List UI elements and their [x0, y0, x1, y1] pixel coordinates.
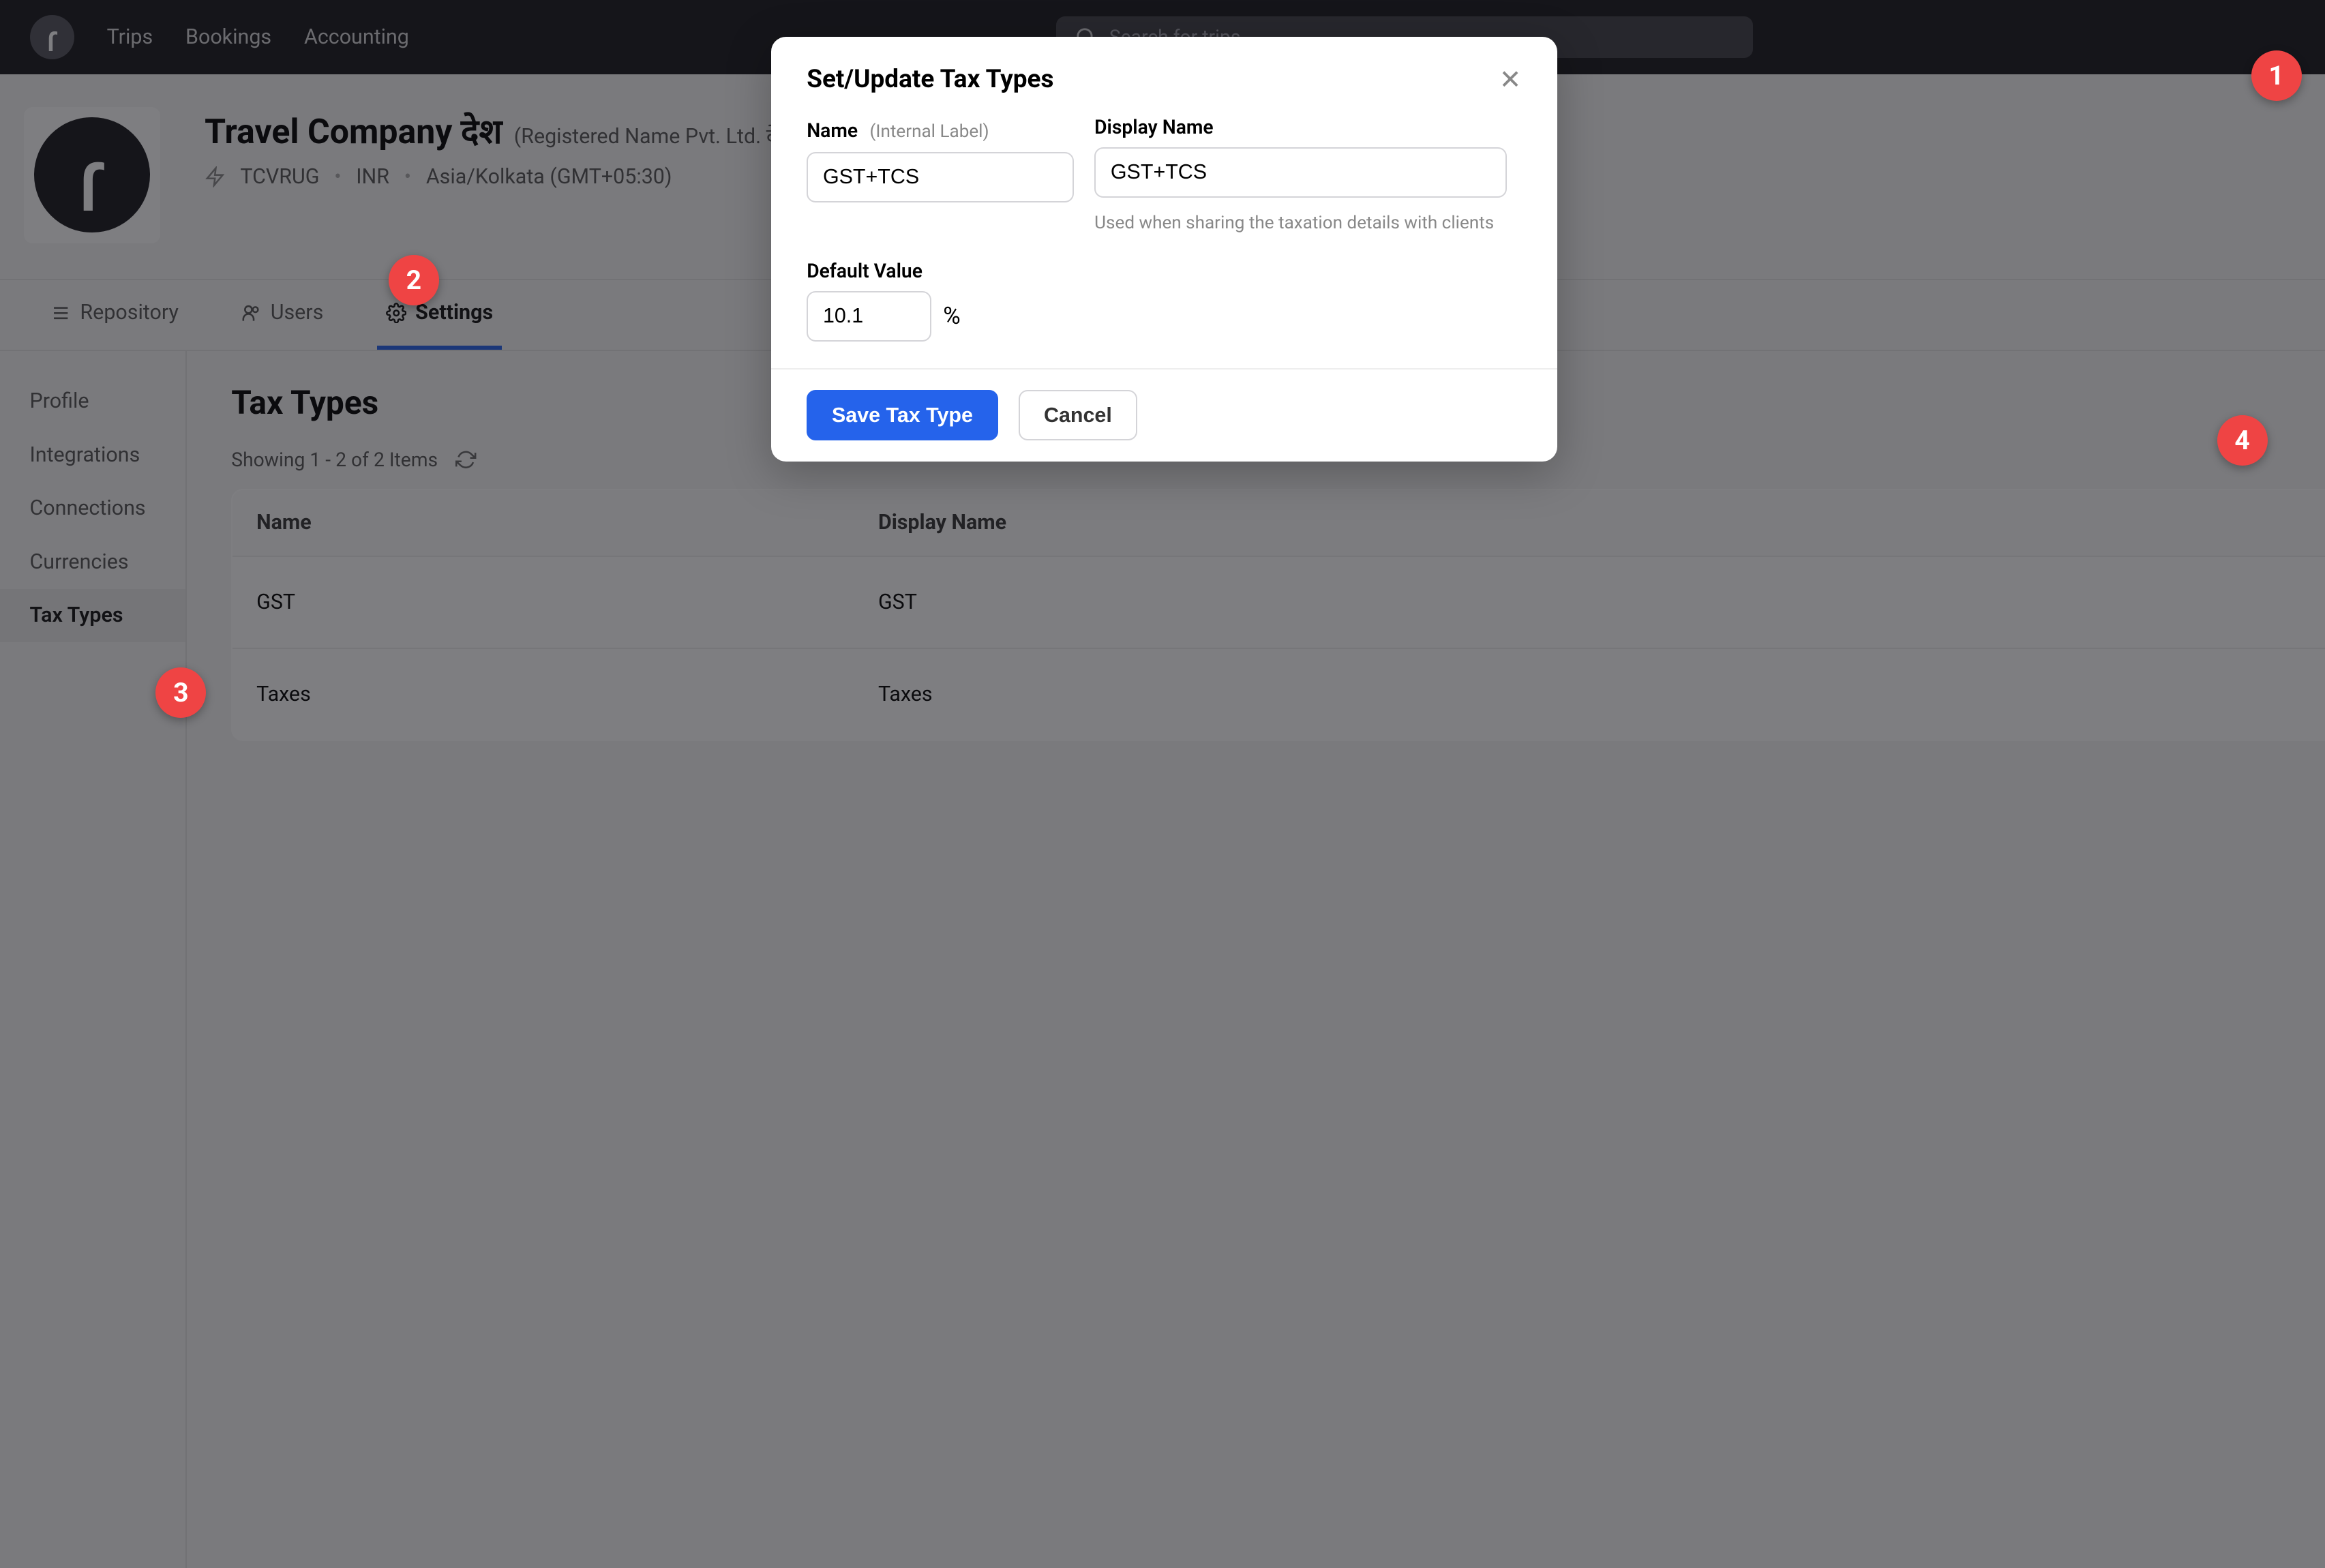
- tax-type-modal: Set/Update Tax Types ✕ Name (Internal La…: [771, 37, 1557, 461]
- modal-body: Name (Internal Label) Display Name Used …: [771, 116, 1557, 368]
- annotation-badge-4: 4: [2217, 415, 2268, 466]
- default-label: Default Value: [807, 260, 1521, 282]
- modal-title: Set/Update Tax Types: [807, 65, 1053, 94]
- default-value-wrap: %: [807, 291, 1521, 342]
- annotation-badge-1: 1: [2251, 50, 2302, 101]
- percent-sign: %: [943, 303, 961, 330]
- annotation-badge-3: 3: [155, 667, 206, 718]
- field-name: Name (Internal Label): [807, 116, 1074, 233]
- display-help: Used when sharing the taxation details w…: [1094, 213, 1507, 233]
- annotation-badge-2: 2: [389, 255, 439, 305]
- name-sublabel: (Internal Label): [869, 121, 989, 142]
- field-display-name: Display Name Used when sharing the taxat…: [1094, 116, 1507, 233]
- save-button[interactable]: Save Tax Type: [807, 390, 998, 440]
- field-default-value: Default Value %: [807, 260, 1521, 342]
- name-input[interactable]: [807, 152, 1074, 202]
- display-label: Display Name: [1094, 116, 1507, 138]
- cancel-button[interactable]: Cancel: [1019, 390, 1137, 440]
- name-label: Name: [807, 119, 858, 142]
- modal-header: Set/Update Tax Types ✕: [771, 37, 1557, 116]
- modal-footer: Save Tax Type Cancel: [771, 368, 1557, 462]
- display-input[interactable]: [1094, 147, 1507, 198]
- close-icon[interactable]: ✕: [1499, 64, 1522, 95]
- default-input[interactable]: [807, 291, 931, 342]
